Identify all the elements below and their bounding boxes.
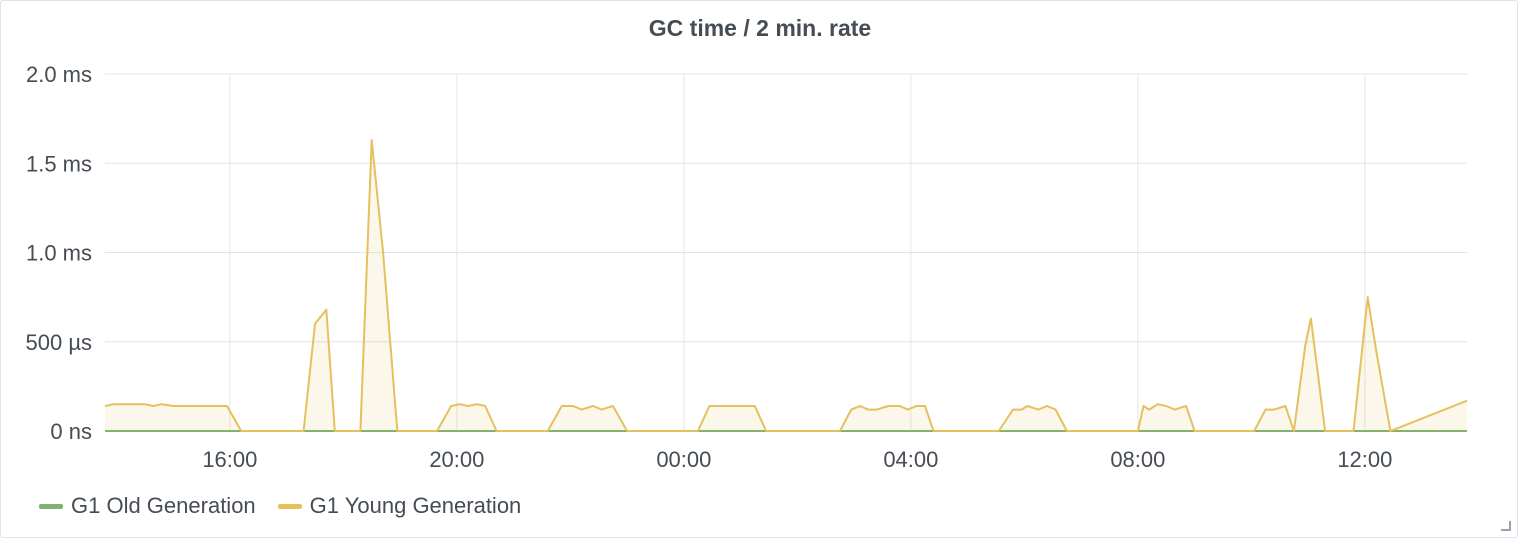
y-tick-label: 1.5 ms [26,151,92,176]
legend-item-young-generation[interactable]: G1 Young Generation [277,493,522,519]
legend: G1 Old Generation G1 Young Generation [39,493,543,519]
gc-time-chart: 0 ns 500 µs 1.0 ms 1.5 ms 2.0 ms 16:00 20:00 00… [26,62,1468,472]
y-tick-label: 500 µs [26,330,93,355]
legend-item-old-generation[interactable]: G1 Old Generation [39,493,256,519]
legend-swatch-old-generation [39,503,63,509]
x-tick-label: 20:00 [429,447,484,472]
resize-corner-icon[interactable] [1501,521,1511,531]
series-line-g1-young-generation [104,139,1468,432]
x-tick-label: 16:00 [202,447,257,472]
legend-label-young-generation: G1 Young Generation [309,493,522,518]
y-tick-label: 2.0 ms [26,62,92,87]
x-tick-label: 12:00 [1337,447,1392,472]
legend-swatch-young-generation [277,503,302,509]
x-tick-label: 08:00 [1110,447,1165,472]
x-tick-label: 04:00 [883,447,938,472]
panel-title[interactable]: GC time / 2 min. rate [648,15,872,41]
y-tick-label: 1.0 ms [26,241,92,266]
y-tick-label: 0 ns [50,419,92,444]
x-tick-label: 00:00 [656,447,711,472]
legend-label-old-generation: G1 Old Generation [71,493,256,518]
series-area-g1-young-generation [105,140,1467,431]
